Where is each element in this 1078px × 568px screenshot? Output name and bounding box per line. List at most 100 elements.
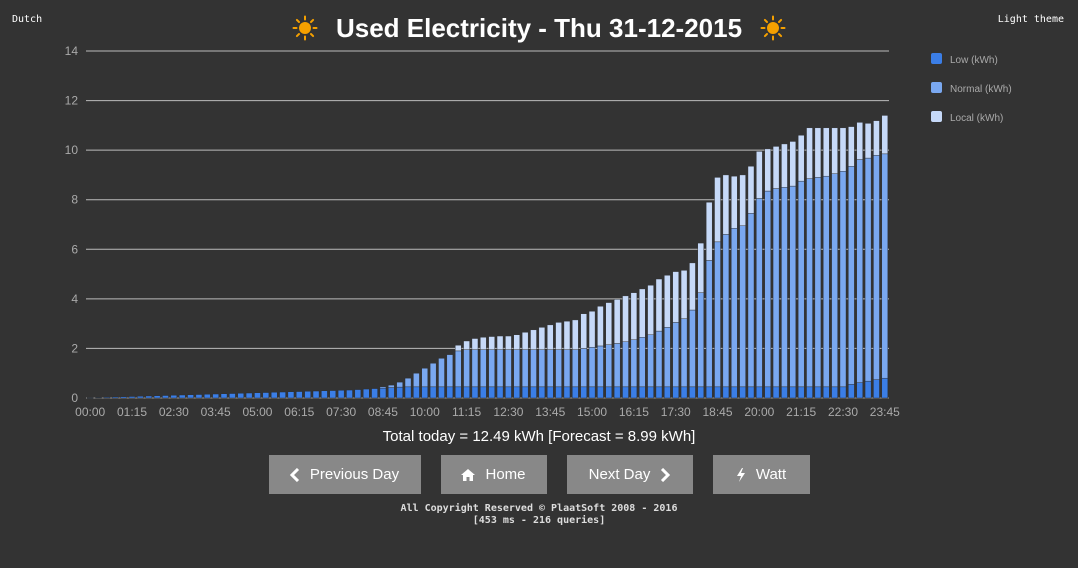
bar-segment-low xyxy=(413,386,420,399)
bar-segment-normal xyxy=(831,173,838,388)
bar-segment-low xyxy=(212,393,219,399)
bar-segment-local xyxy=(580,313,587,349)
bar-segment-normal xyxy=(839,171,847,388)
bar-segment-normal xyxy=(429,363,437,388)
x-tick-label: 15:00 xyxy=(577,405,607,419)
day-navigation: Previous Day Home Next Day Watt xyxy=(0,455,1078,494)
bar-segment-normal xyxy=(789,185,797,388)
bar-segment-low xyxy=(563,386,571,399)
bar-segment-local xyxy=(714,177,721,243)
bar-segment-low xyxy=(588,386,596,399)
bar-segment-local xyxy=(455,345,462,352)
bar-segment-low xyxy=(697,386,705,399)
x-tick-label: 10:00 xyxy=(410,405,440,419)
bar-segment-normal xyxy=(563,349,571,388)
language-link[interactable]: Dutch xyxy=(12,14,43,25)
bar-segment-local xyxy=(480,337,487,350)
x-tick-label: 18:45 xyxy=(703,405,733,419)
page-header: Used Electricity - Thu 31-12-2015 xyxy=(0,10,1078,46)
theme-toggle-link[interactable]: Light theme xyxy=(997,14,1064,25)
bar-segment-low xyxy=(555,386,562,399)
bar-segment-local xyxy=(605,302,612,345)
previous-day-button[interactable]: Previous Day xyxy=(268,455,421,494)
y-tick-label: 8 xyxy=(71,193,78,207)
bar-segment-normal xyxy=(388,384,395,388)
bar-segment-normal xyxy=(613,343,621,388)
bar-segment-normal xyxy=(764,190,771,388)
bar-segment-low xyxy=(764,386,771,399)
bar-segment-normal xyxy=(530,349,537,388)
bar-segment-low xyxy=(195,394,203,399)
bar-segment-local xyxy=(772,146,780,189)
bar-segment-local xyxy=(756,151,763,199)
bar-segment-low xyxy=(455,386,462,399)
home-button[interactable]: Home xyxy=(440,455,547,494)
bar-segment-normal xyxy=(505,349,512,388)
bar-segment-normal xyxy=(772,188,780,388)
x-tick-label: 20:00 xyxy=(744,405,774,419)
bar-segment-normal xyxy=(697,292,705,388)
bar-segment-low xyxy=(170,395,178,399)
x-tick-label: 07:30 xyxy=(326,405,356,419)
bar-segment-local xyxy=(613,299,621,344)
bar-segment-low xyxy=(823,386,830,399)
bar-segment-low xyxy=(329,390,336,399)
bar-segment-normal xyxy=(747,213,755,388)
bar-segment-low xyxy=(404,386,412,399)
bar-segment-low xyxy=(513,386,520,399)
bar-segment-local xyxy=(597,306,604,347)
home-icon xyxy=(461,468,476,481)
bar-segment-local xyxy=(639,288,646,338)
bar-segment-local xyxy=(647,285,654,335)
watt-button[interactable]: Watt xyxy=(712,455,810,494)
bar-segment-local xyxy=(521,332,529,350)
bar-segment-low xyxy=(254,392,261,399)
bar-segment-normal xyxy=(421,368,428,388)
bar-segment-low xyxy=(112,396,119,399)
bar-segment-normal xyxy=(547,349,554,388)
y-tick-label: 2 xyxy=(71,341,78,355)
bar-segment-low xyxy=(396,386,403,399)
x-tick-label: 23:45 xyxy=(870,405,900,419)
bar-segment-local xyxy=(680,270,688,319)
bar-segment-low xyxy=(128,396,136,399)
bar-segment-low xyxy=(705,386,713,399)
bar-segment-normal xyxy=(655,330,663,388)
render-stats-text: [453 ms - 216 queries] xyxy=(472,515,606,526)
next-day-button[interactable]: Next Day xyxy=(566,455,693,494)
bar-segment-low xyxy=(145,395,152,399)
bar-segment-low xyxy=(321,390,328,399)
bar-segment-normal xyxy=(739,225,746,388)
bar-segment-low xyxy=(463,386,470,399)
bar-segment-low xyxy=(379,387,387,399)
y-tick-label: 12 xyxy=(65,94,79,108)
bar-segment-local xyxy=(873,120,880,156)
bar-segment-normal xyxy=(630,339,638,388)
bar-segment-local xyxy=(672,271,679,323)
bar-segment-local xyxy=(789,141,797,187)
bar-segment-low xyxy=(806,386,813,399)
bar-segment-normal xyxy=(480,349,487,388)
bar-segment-low xyxy=(797,386,805,399)
bar-segment-low xyxy=(572,386,579,399)
bar-segment-normal xyxy=(597,345,604,388)
bar-segment-local xyxy=(588,311,596,348)
bar-segment-normal xyxy=(396,381,403,388)
bar-segment-normal xyxy=(521,349,529,388)
bar-segment-low xyxy=(856,382,863,399)
bar-segment-low xyxy=(346,389,353,399)
bar-segment-low xyxy=(162,395,169,399)
home-label: Home xyxy=(485,466,526,483)
bar-segment-low xyxy=(363,388,370,399)
bar-segment-normal xyxy=(413,373,420,388)
bar-segment-normal xyxy=(538,349,546,388)
bar-segment-low xyxy=(296,391,303,399)
bar-segment-local xyxy=(797,135,805,182)
bar-segment-low xyxy=(304,391,311,399)
bar-segment-normal xyxy=(463,349,470,388)
bar-segment-normal xyxy=(455,350,462,388)
bar-segment-normal xyxy=(379,386,387,389)
legend-swatch xyxy=(931,111,942,122)
bar-segment-low xyxy=(613,386,621,399)
legend-swatch xyxy=(931,82,942,93)
